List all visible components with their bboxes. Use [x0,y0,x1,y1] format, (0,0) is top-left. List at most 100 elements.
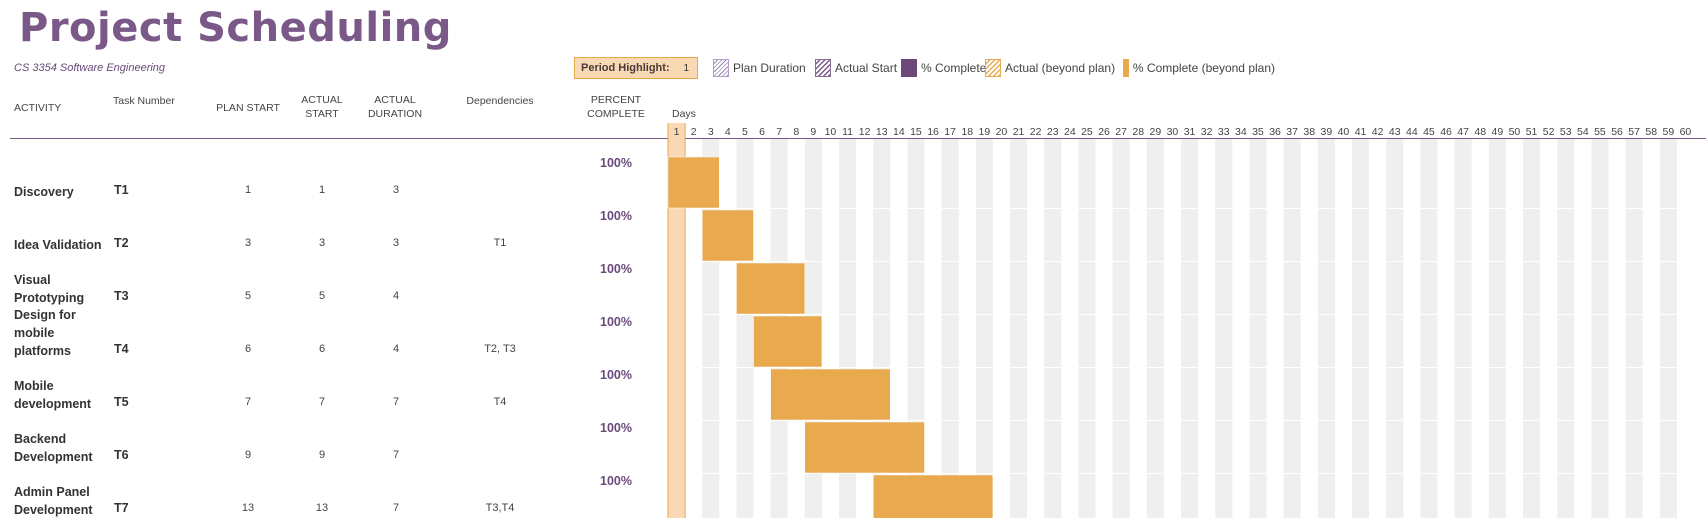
legend-actual-beyond: Actual (beyond plan) [985,59,1115,77]
day-stripe-59 [1659,139,1677,518]
day-tick-7: 7 [776,126,782,138]
day-stripe-25 [1078,139,1096,518]
plan-start-value: 5 [244,290,252,302]
legend-complete-beyond-label: % Complete (beyond plan) [1132,61,1275,75]
dependencies-value: T2, T3 [484,343,516,355]
day-stripe-39 [1317,139,1335,518]
task-number: T7 [114,501,129,515]
day-tick-10: 10 [825,126,837,138]
task-number: T5 [114,395,129,409]
day-tick-43: 43 [1389,126,1401,138]
percent-complete-value: 100% [600,421,632,435]
day-tick-28: 28 [1132,126,1144,138]
dependencies-value: T3,T4 [485,502,515,514]
percent-complete-value: 100% [600,262,632,276]
activity-name: Idea Validation [14,238,102,252]
task-number: T4 [114,342,129,356]
day-stripe-19 [975,139,993,518]
day-tick-30: 30 [1167,126,1179,138]
day-tick-44: 44 [1406,126,1418,138]
actual-duration-value: 7 [392,449,400,461]
task-number: T1 [114,183,129,197]
percent-complete-swatch [901,59,917,77]
period-highlight-control[interactable]: Period Highlight: 1 [574,57,698,79]
col-actual-duration: ACTUAL DURATION [360,93,430,121]
day-tick-60: 60 [1680,126,1692,138]
day-tick-5: 5 [742,126,748,138]
day-stripe-47 [1454,139,1472,518]
day-tick-27: 27 [1115,126,1127,138]
day-stripe-49 [1488,139,1506,518]
day-stripe-45 [1420,139,1438,518]
legend-percent-complete-label: % Complete [921,61,987,75]
actual-duration-value: 7 [392,396,400,408]
col-actual-start: ACTUAL START [292,93,352,121]
day-tick-41: 41 [1355,126,1367,138]
activity-name: Admin Panel Development [14,485,93,517]
activity-name: Design for mobile platforms [14,308,76,358]
percent-complete-value: 100% [600,156,632,170]
activity-name: Discovery [14,185,74,199]
day-stripe-57 [1625,139,1643,518]
day-tick-47: 47 [1457,126,1469,138]
actual-start-value: 13 [315,502,329,514]
day-tick-40: 40 [1338,126,1350,138]
day-tick-35: 35 [1252,126,1264,138]
day-tick-55: 55 [1594,126,1606,138]
actual-duration-value: 3 [392,237,400,249]
col-actual-duration-line1: ACTUAL [374,94,416,106]
task-bar-T6 [804,421,925,474]
task-bar-T7 [872,474,994,518]
day-tick-12: 12 [859,126,871,138]
day-tick-37: 37 [1286,126,1298,138]
day-tick-33: 33 [1218,126,1230,138]
day-stripe-51 [1523,139,1541,518]
day-tick-2: 2 [691,126,697,138]
day-stripe-43 [1386,139,1404,518]
day-tick-36: 36 [1269,126,1281,138]
percent-complete-value: 100% [600,474,632,488]
day-tick-6: 6 [759,126,765,138]
day-tick-56: 56 [1611,126,1623,138]
task-bar-T4 [753,315,823,368]
day-tick-51: 51 [1526,126,1538,138]
day-tick-23: 23 [1047,126,1059,138]
days-label: Days [672,108,696,120]
legend-actual-beyond-label: Actual (beyond plan) [1005,61,1116,75]
day-tick-42: 42 [1372,126,1384,138]
day-stripe-35 [1249,139,1267,518]
plan-start-value: 6 [244,343,252,355]
day-stripe-53 [1557,139,1575,518]
day-tick-46: 46 [1440,126,1452,138]
day-tick-49: 49 [1492,126,1504,138]
day-stripe-17 [941,139,959,518]
day-tick-9: 9 [810,126,816,138]
day-tick-21: 21 [1013,126,1025,138]
day-stripe-27 [1112,139,1130,518]
period-highlight-value[interactable]: 1 [683,62,689,74]
day-stripe-21 [1010,139,1028,518]
day-tick-19: 19 [979,126,991,138]
legend-plan-duration: Plan Duration [713,59,806,77]
day-tick-53: 53 [1560,126,1572,138]
task-bar-T3 [736,262,806,315]
day-stripe-23 [1044,139,1062,518]
activity-name: Visual Prototyping [14,273,85,305]
actual-start-value: 1 [318,184,326,196]
day-tick-26: 26 [1098,126,1110,138]
task-bar-T1 [667,156,720,209]
day-tick-17: 17 [944,126,956,138]
plan-start-value: 7 [244,396,252,408]
col-actual-start-line2: START [305,108,339,120]
day-tick-32: 32 [1201,126,1213,138]
actual-start-value: 6 [318,343,326,355]
plan-start-value: 3 [244,237,252,249]
actual-start-value: 3 [318,237,326,249]
plan-duration-swatch [713,59,729,77]
dependencies-value: T1 [493,237,507,249]
col-percent-complete: PERCENT COMPLETE [578,93,654,121]
day-tick-59: 59 [1663,126,1675,138]
day-tick-39: 39 [1321,126,1333,138]
actual-start-value: 7 [318,396,326,408]
